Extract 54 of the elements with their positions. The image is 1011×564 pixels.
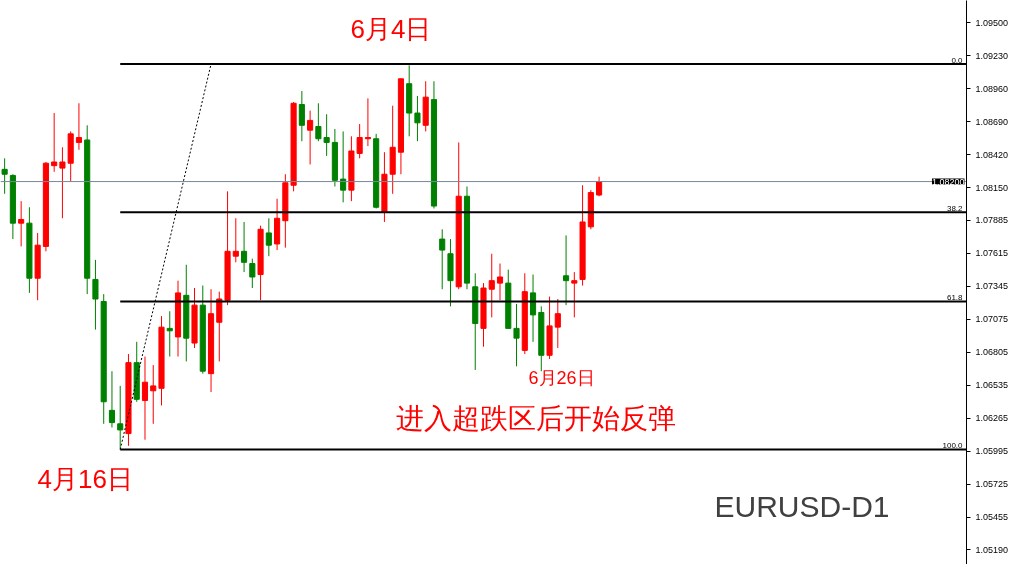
- annotation: EURUSD-D1: [714, 490, 890, 523]
- candlestick: [554, 298, 561, 349]
- annotation: 100.0: [942, 441, 964, 451]
- annotation: 61.8: [946, 293, 964, 303]
- candlestick: [439, 228, 446, 290]
- candlestick: [150, 364, 157, 425]
- annotation: 0.0: [951, 56, 964, 66]
- candlestick: [298, 90, 305, 142]
- y-tick-label: 1.05995: [975, 446, 1009, 457]
- annotation: 4月16日: [37, 463, 133, 494]
- candlestick: [232, 217, 239, 263]
- candlestick: [18, 200, 25, 247]
- annotation: 38.2: [946, 204, 964, 214]
- candlestick: [249, 258, 256, 289]
- candlestick: [529, 274, 537, 343]
- y-tick-label: 1.08960: [975, 83, 1009, 94]
- y-tick-label: 1.09500: [975, 17, 1009, 28]
- y-tick-label: 1.06265: [975, 413, 1009, 424]
- y-tick-label: 1.07885: [975, 215, 1009, 226]
- y-tick-label: 1.06805: [975, 347, 1009, 358]
- ref-line-label: 1.08200: [931, 176, 965, 187]
- candlestick: [488, 253, 495, 318]
- y-tick-label: 1.08150: [975, 182, 1009, 193]
- y-tick-label: 1.08690: [975, 116, 1009, 127]
- y-tick-label: 1.07615: [975, 248, 1009, 259]
- candlestick: [265, 217, 272, 257]
- candlestick: [571, 271, 578, 318]
- candlestick: [513, 303, 520, 367]
- candlestick: [75, 102, 82, 151]
- annotation: 进入超跌区后开始反弹: [395, 403, 676, 434]
- annotation: 6月4日: [350, 13, 432, 44]
- candlestick: [307, 110, 314, 165]
- y-tick-label: 1.08420: [975, 149, 1009, 160]
- y-tick-label: 1.05455: [975, 512, 1009, 523]
- candlestick: [166, 310, 173, 358]
- candlestick: [92, 259, 99, 331]
- candlestick: [108, 370, 116, 428]
- candlestick: [117, 385, 124, 450]
- y-tick-label: 1.09230: [975, 50, 1009, 61]
- y-tick-label: 1.07075: [975, 314, 1009, 325]
- candlestick: [563, 234, 570, 306]
- annotation: 6月26日: [528, 367, 595, 388]
- candlestick: [340, 130, 347, 203]
- y-tick-label: 1.05190: [975, 544, 1009, 555]
- candlestick: [1, 157, 8, 195]
- candlestick: [51, 112, 58, 173]
- candlestick: [141, 356, 149, 441]
- candlestick: [496, 263, 504, 301]
- y-tick-label: 1.06535: [975, 380, 1009, 391]
- candlestick: [241, 221, 248, 273]
- y-tick-label: 1.05725: [975, 479, 1009, 490]
- y-tick-label: 1.07345: [975, 281, 1009, 292]
- candlestick: [364, 97, 371, 147]
- candlestick: [414, 95, 421, 142]
